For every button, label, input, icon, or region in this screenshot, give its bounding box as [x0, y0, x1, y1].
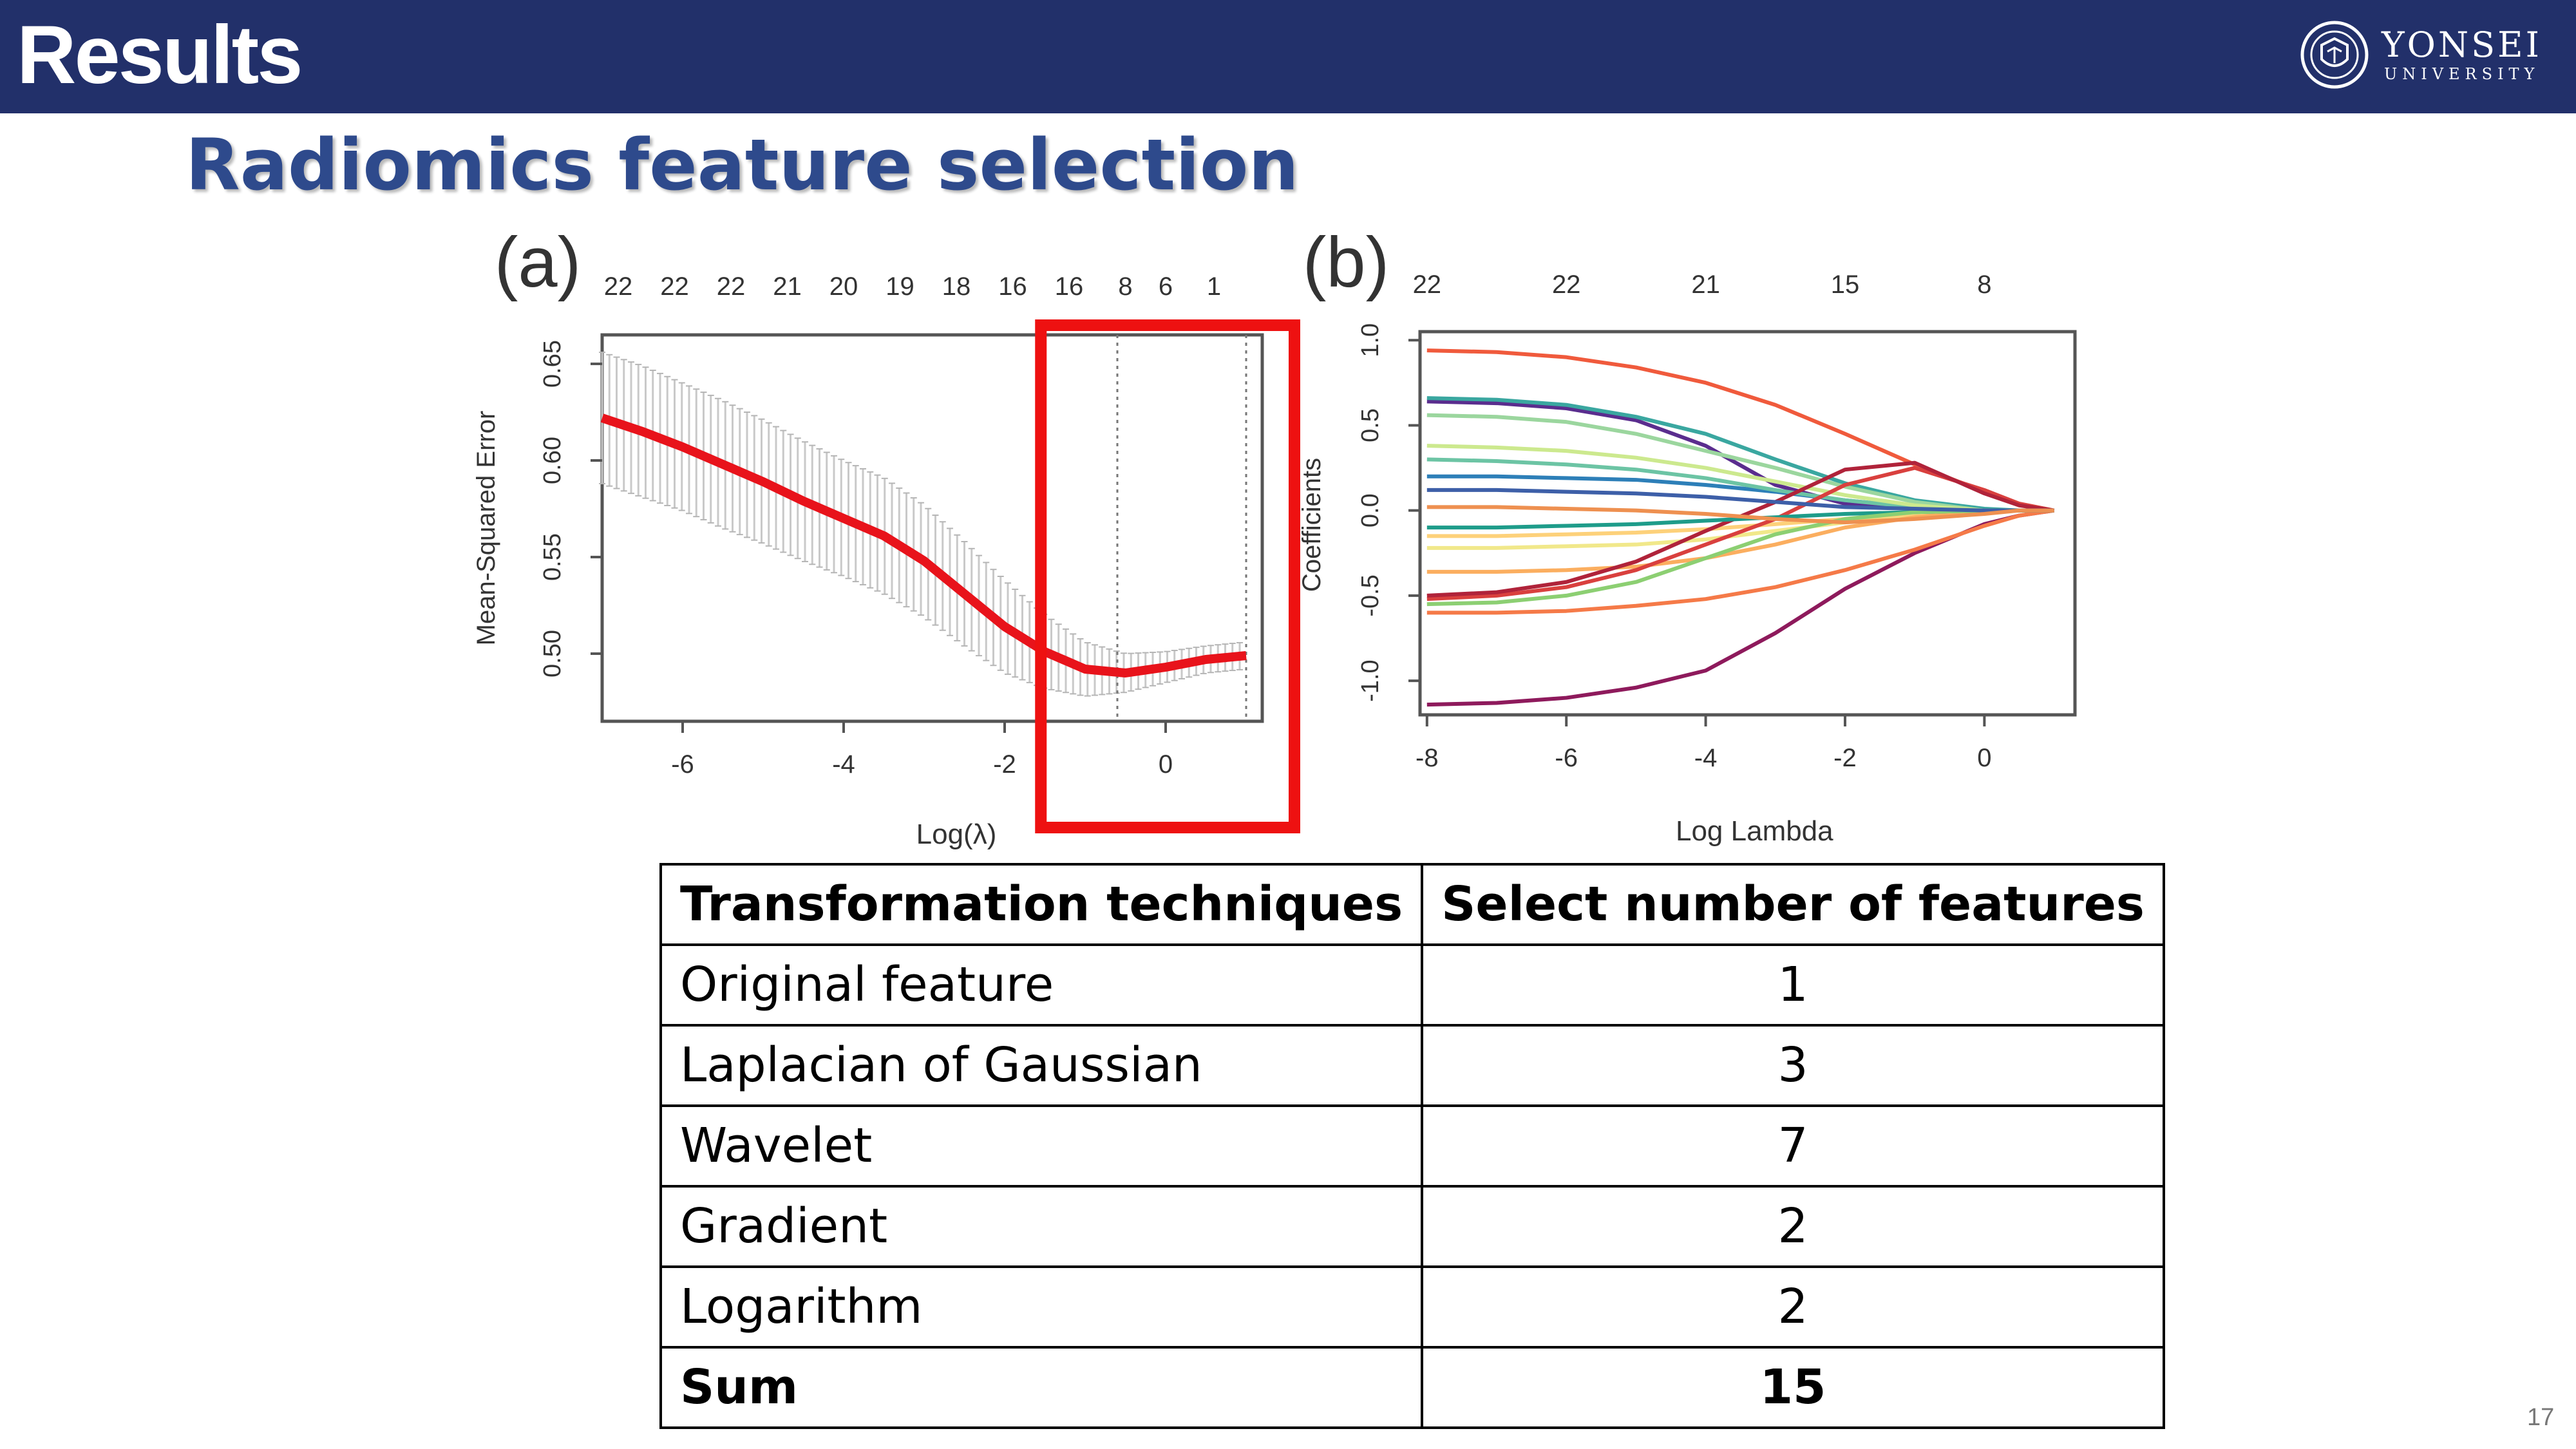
top-count-label-a: 6 [1159, 272, 1173, 301]
top-count-label-a: 8 [1118, 272, 1132, 301]
panel-label-b: (b) [1303, 223, 1389, 302]
table-cell-count: 2 [1421, 1185, 2165, 1268]
top-count-label-b: 22 [1552, 270, 1581, 299]
highlight-box [1035, 319, 1300, 833]
table-row: Original feature 1 [659, 943, 2165, 1027]
university-seal-icon [2300, 21, 2369, 89]
table-cell-sum-label: Sum [659, 1346, 1424, 1429]
table-header-row: Transformation techniques Select number … [659, 863, 2165, 946]
x-tick-label-b: -8 [1416, 744, 1439, 772]
y-axis-label-a: Mean-Squared Error [472, 411, 500, 646]
coefficient-path [1426, 508, 2054, 615]
table-cell-technique: Original feature [659, 943, 1424, 1027]
table-cell-sum-count: 15 [1421, 1346, 2165, 1429]
logo-subtext: UNIVERSITY [2384, 65, 2540, 83]
slide-subtitle: Radiomics feature selection [185, 124, 1299, 206]
table-cell-count: 1 [1421, 943, 2165, 1027]
mse-mean-line [600, 413, 1247, 677]
table-row: Wavelet 7 [659, 1104, 2165, 1188]
top-count-label-b: 15 [1831, 270, 1860, 299]
top-count-label-a: 16 [1055, 272, 1084, 301]
logo-wordmark: YONSEI [2382, 24, 2542, 65]
x-tick-label-b: 0 [1977, 744, 1991, 772]
y-tick-label-a: 0.60 [539, 437, 566, 484]
coefficient-path [1426, 508, 2054, 707]
y-tick-label-a: 0.55 [539, 533, 566, 581]
feature-count-table: Transformation techniques Select number … [659, 863, 2165, 1429]
table-cell-count: 7 [1421, 1104, 2165, 1188]
panel-label-a: (a) [495, 223, 581, 302]
top-count-label-b: 22 [1413, 270, 1442, 299]
x-tick-label-b: -4 [1694, 744, 1718, 772]
top-count-label-a: 22 [717, 272, 746, 301]
top-count-label-a: 16 [998, 272, 1027, 301]
coefficient-path [1426, 396, 2054, 513]
top-count-label-a: 21 [773, 272, 802, 301]
university-logo: YONSEI UNIVERSITY [2299, 19, 2563, 97]
table-cell-count: 3 [1421, 1024, 2165, 1107]
y-tick-label-b: 0.0 [1357, 493, 1384, 527]
y-tick-label-b: -0.5 [1357, 574, 1384, 616]
slide-title: Results [17, 9, 303, 101]
top-count-label-b: 21 [1691, 270, 1720, 299]
y-tick-label-b: 0.5 [1357, 408, 1384, 442]
plot-frame-a [600, 333, 1264, 723]
x-tick-label-b: -6 [1555, 744, 1578, 772]
top-count-label-a: 19 [886, 272, 914, 301]
table-cell-technique: Laplacian of Gaussian [659, 1024, 1424, 1107]
x-axis-label-b: Log Lambda [1676, 815, 1833, 847]
coefficient-path [1426, 488, 2054, 513]
y-tick-label-b: 1.0 [1357, 323, 1384, 357]
y-axis-label-b: Coefficients [1298, 458, 1326, 592]
slide-header: Results YONSEI UNIVERSITY [0, 0, 2576, 113]
column-header-count: Select number of features [1421, 863, 2165, 946]
chart-b-coefficient-paths: (b) -8 -6 -4 -2 0 -1.0 -0.5 0.0 0.5 1.0 22 22 21 15 8 Lo… [1298, 223, 2077, 847]
y-tick-label-a: 0.50 [539, 630, 566, 677]
top-count-label-a: 20 [829, 272, 858, 301]
top-count-label-a: 18 [942, 272, 971, 301]
x-tick-label-b: -2 [1833, 744, 1857, 772]
table-row: Gradient 2 [659, 1185, 2165, 1268]
x-axis-label-a: Log(λ) [916, 819, 997, 850]
top-count-label-a: 1 [1207, 272, 1221, 301]
table-row: Laplacian of Gaussian 3 [659, 1024, 2165, 1107]
table-cell-count: 2 [1421, 1265, 2165, 1349]
page-number: 17 [2527, 1404, 2555, 1431]
x-tick-label-a: -4 [832, 750, 855, 779]
x-tick-label-a: 0 [1159, 750, 1173, 779]
table-cell-technique: Gradient [659, 1185, 1424, 1268]
top-count-label-b: 8 [1977, 270, 1991, 299]
x-tick-label-a: -6 [671, 750, 694, 779]
y-tick-label-a: 0.65 [539, 340, 566, 388]
coefficient-path [1426, 505, 2054, 525]
x-tick-label-a: -2 [993, 750, 1016, 779]
table-row: Logarithm 2 [659, 1265, 2165, 1349]
top-count-label-a: 22 [604, 272, 633, 301]
top-count-label-a: 22 [660, 272, 689, 301]
table-sum-row: Sum 15 [659, 1346, 2165, 1429]
table-cell-technique: Wavelet [659, 1104, 1424, 1188]
plot-frame-b [1418, 330, 2077, 717]
y-tick-label-b: -1.0 [1357, 659, 1384, 701]
table-cell-technique: Logarithm [659, 1265, 1424, 1349]
column-header-technique: Transformation techniques [659, 863, 1424, 946]
